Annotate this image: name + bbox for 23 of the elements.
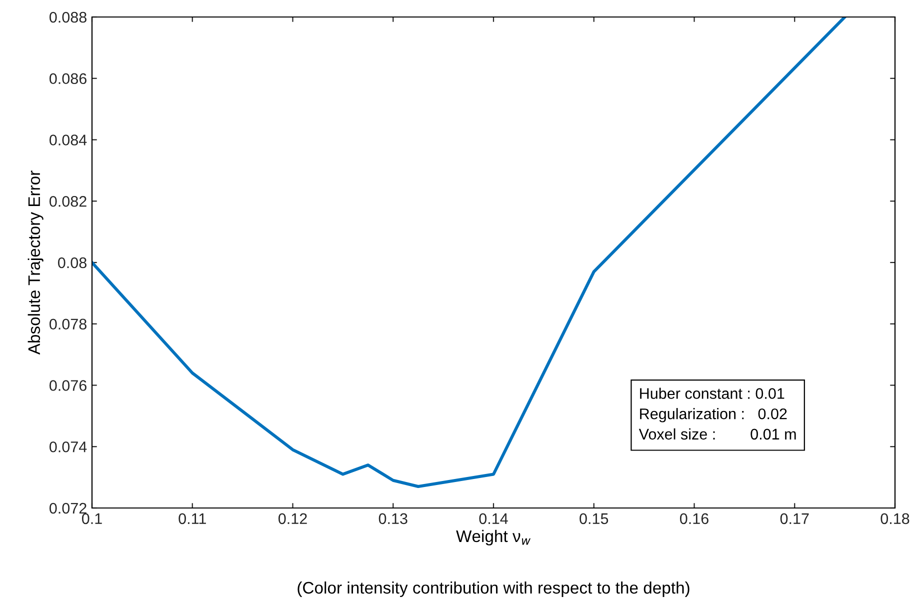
x-tick-label: 0.12 [278,513,307,524]
y-tick-label: 0.08 [58,257,86,268]
x-tick-label: 0.13 [378,513,408,524]
x-axis-title: Weight ν$_{w}$ [456,530,531,546]
x-tick-label: 0.14 [479,513,508,524]
annotation: Huber constant : 0.01 Regularization : 0.02 Voxel size : 0.01 m [638,388,796,440]
x-tick-label: 0.1 [82,513,102,524]
y-tick-label: 0.082 [50,196,86,207]
x-tick-label: 0.15 [580,513,608,524]
y-axis-title: Absolute Trajectory Error [28,170,44,355]
line-series [92,17,846,488]
x-tick-label: 0.11 [178,513,206,524]
x-tick-label: 0.18 [880,513,910,524]
y-tick-label: 0.088 [50,12,86,23]
y-tick-label: 0.086 [50,73,86,84]
text: (Color intensity contribution with respect to the depth) [298,581,690,597]
x-tick-label: 0.16 [680,513,708,524]
y-tick-label: 0.078 [50,318,86,330]
x-tick-label: 0.17 [780,513,809,524]
y-tick-label: 0.072 [50,502,86,514]
y-tick-label: 0.074 [50,441,87,452]
y-tick-label: 0.076 [50,380,86,391]
y-tick-label: 0.084 [50,134,87,146]
